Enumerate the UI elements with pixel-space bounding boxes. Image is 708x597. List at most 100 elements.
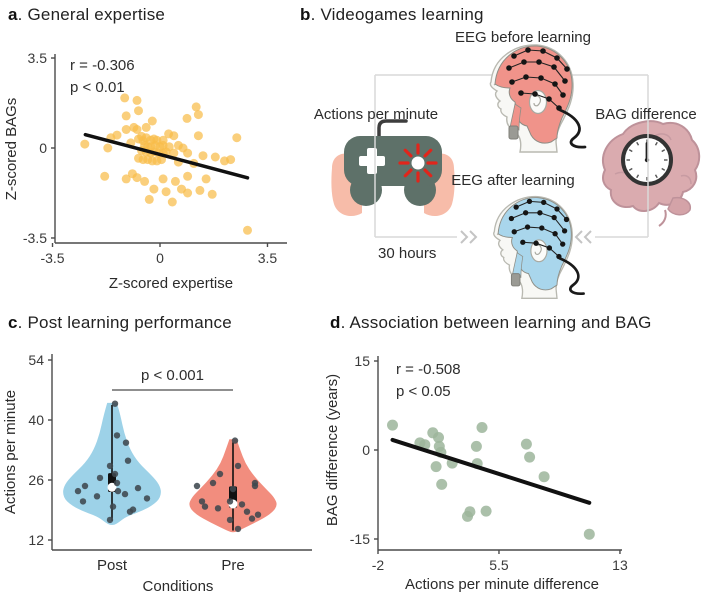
- jitter-point: [234, 525, 242, 533]
- scatter-point: [149, 184, 159, 194]
- jitter-point: [201, 503, 209, 510]
- y-tick-label: 54: [28, 352, 44, 368]
- jitter-point: [106, 516, 114, 524]
- category-label-post: Post: [97, 557, 128, 574]
- jitter-point: [114, 487, 122, 495]
- scatter-point: [182, 113, 192, 123]
- panel-a-scatter-chart: 3.5 0 -3.5 -3.5 0 3.5 r = -0.306 p < 0.01 Z-scor…: [3, 50, 287, 292]
- jitter-point: [234, 462, 242, 470]
- electrode: [511, 53, 517, 59]
- jitter-point: [226, 516, 234, 524]
- electrode: [552, 231, 558, 237]
- scatter-point: [243, 225, 252, 235]
- scatter-point: [161, 187, 171, 197]
- scatter-point: [583, 528, 595, 540]
- electrode: [523, 74, 529, 80]
- scatter-point: [132, 95, 142, 105]
- electrode: [526, 198, 533, 205]
- scatter-point: [430, 461, 442, 473]
- jitter-point: [251, 482, 259, 490]
- scatter-point: [193, 131, 203, 141]
- electrode-wire: [520, 92, 560, 109]
- jitter-point: [134, 484, 142, 492]
- stat-r-label: r = -0.508: [396, 361, 461, 378]
- cap-cheek-strap: [511, 252, 524, 278]
- scatter-point: [195, 185, 205, 195]
- eeg-after-head-icon: [493, 195, 585, 299]
- jitter-point: [209, 479, 217, 487]
- clock-tick: [628, 167, 633, 171]
- y-tick-label: 3.5: [28, 50, 48, 66]
- scatter-point: [80, 139, 90, 149]
- scatter-point: [141, 122, 151, 132]
- thirty-hours-label: 30 hours: [378, 245, 437, 262]
- scatter-point: [170, 176, 180, 186]
- scatter-point: [436, 478, 448, 490]
- electrode: [521, 59, 527, 65]
- significance-label: p < 0.001: [141, 367, 204, 384]
- clock-tick: [661, 167, 666, 171]
- clock-tick: [654, 174, 658, 179]
- electrode: [513, 204, 519, 210]
- electrode: [511, 229, 517, 235]
- jitter-point: [122, 439, 130, 446]
- electrode: [552, 81, 558, 87]
- panel-b-diagram-graphics: [331, 44, 701, 299]
- burst-ray: [403, 148, 413, 158]
- jitter-point: [229, 485, 237, 493]
- scatter-point: [183, 188, 193, 198]
- jitter-point: [96, 474, 104, 482]
- scatter-point: [480, 505, 492, 517]
- clock-tick: [636, 141, 640, 146]
- electrode: [540, 48, 546, 54]
- scatter-point: [169, 148, 179, 158]
- jitter-point: [109, 503, 117, 510]
- burst-ray: [423, 148, 433, 158]
- panel-b-label: b: [300, 5, 311, 24]
- scatter-point: [476, 422, 488, 433]
- chin-strap-buckle: [508, 125, 519, 140]
- clock-tick: [654, 141, 658, 146]
- jitter-point: [198, 498, 206, 505]
- ear-fold: [533, 95, 541, 107]
- actions-per-minute-label: Actions per minute: [313, 106, 439, 123]
- electrode: [560, 92, 566, 98]
- electrode: [539, 225, 545, 231]
- electrode-wire: [522, 241, 560, 257]
- jitter-point: [113, 432, 121, 439]
- jitter-point: [111, 400, 119, 407]
- panel-a-label: a: [8, 5, 18, 24]
- jitter-point: [74, 487, 82, 495]
- panel-b-title: b. Videogames learning: [300, 5, 484, 25]
- scatter-point: [207, 189, 217, 199]
- y-tick-label: 15: [354, 353, 370, 369]
- eeg-wire-bundle: [558, 257, 585, 295]
- jitter-point: [216, 470, 224, 478]
- jitter-point: [243, 508, 251, 515]
- x-axis-title: Conditions: [143, 578, 214, 595]
- x-tick-label: 5.5: [489, 557, 509, 573]
- scatter-point: [201, 174, 211, 184]
- panel-d-title-text: . Association between learning and BAG: [340, 313, 652, 332]
- electrode: [522, 210, 529, 216]
- x-tick-label: 0: [156, 250, 164, 266]
- scatter-point: [120, 93, 130, 103]
- electrode: [508, 215, 515, 222]
- jitter-point: [226, 498, 234, 505]
- jitter-point: [79, 498, 87, 505]
- panel-b-title-text: . Videogames learning: [310, 5, 484, 24]
- scatter-point: [183, 171, 193, 181]
- x-axis-title: Z-scored expertise: [109, 275, 233, 292]
- scatter-point: [538, 471, 550, 483]
- eeg-wire-bundle: [558, 108, 587, 149]
- jitter-point: [111, 470, 119, 478]
- electrode: [551, 214, 557, 221]
- jitter-point: [254, 511, 262, 518]
- jitter-point: [248, 515, 256, 522]
- chevron-right-icon: [460, 230, 469, 244]
- electrode: [537, 210, 543, 216]
- electrode: [561, 228, 568, 234]
- scatter-point: [387, 419, 398, 431]
- cap-cheek-strap: [509, 103, 522, 131]
- x-tick-label: 3.5: [258, 250, 278, 266]
